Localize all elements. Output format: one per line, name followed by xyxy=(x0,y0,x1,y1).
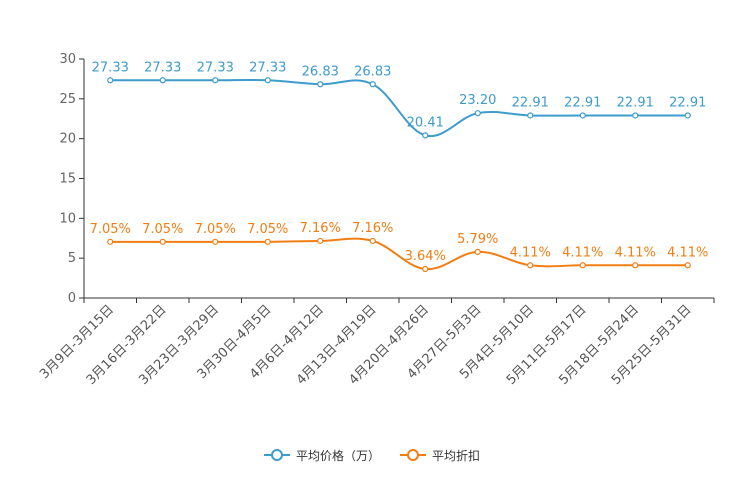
series-discount-data-label: 4.11% xyxy=(667,245,708,260)
series-price-point xyxy=(422,132,429,139)
series-discount-point xyxy=(107,238,114,245)
series-price-data-label: 22.91 xyxy=(564,95,601,110)
series-price-data-label: 27.33 xyxy=(249,60,286,75)
y-tick-label: 20 xyxy=(59,132,76,147)
series-price-data-label: 23.20 xyxy=(459,93,496,108)
series-price-data-label: 22.91 xyxy=(617,95,654,110)
series-discount-data-label: 7.05% xyxy=(90,222,131,237)
series-discount-point xyxy=(632,262,639,269)
legend-discount-ring xyxy=(407,449,419,461)
series-discount-point xyxy=(684,262,691,269)
y-tick-label: 5 xyxy=(68,251,76,266)
series-discount-point xyxy=(317,237,324,245)
series-discount-point xyxy=(212,238,219,245)
series-price-point xyxy=(212,77,219,84)
series-discount-data-label: 7.05% xyxy=(247,222,288,237)
series-discount-point xyxy=(579,262,586,269)
series-price-data-label: 22.91 xyxy=(669,95,706,110)
series-price-point xyxy=(632,112,639,119)
legend-price-marker-icon xyxy=(263,449,290,461)
series-discount-line xyxy=(110,237,688,271)
series-price-data-label: 26.83 xyxy=(302,64,339,79)
series-price-data-label: 27.33 xyxy=(197,60,234,75)
series-price-data-label: 20.41 xyxy=(407,115,444,130)
series-price-point xyxy=(527,112,534,119)
series-price-data-label: 27.33 xyxy=(92,60,129,75)
series-discount-point xyxy=(422,265,429,273)
y-tick-label: 30 xyxy=(59,52,76,67)
series-discount-point xyxy=(369,237,376,245)
series-discount-point xyxy=(159,238,166,245)
series-discount-data-label: 4.11% xyxy=(510,245,551,260)
series-price-point xyxy=(317,81,324,88)
legend-discount-label: 平均折扣 xyxy=(432,448,481,463)
series-discount-data-label: 4.11% xyxy=(615,245,656,260)
series-discount-data-label: 3.64% xyxy=(405,249,446,264)
series-price-point xyxy=(579,112,586,119)
series-price-point xyxy=(474,110,481,117)
series-price-data-label: 27.33 xyxy=(144,60,181,75)
series-discount-point xyxy=(527,262,534,269)
series-price-point xyxy=(369,81,376,88)
series-discount-data-label: 7.05% xyxy=(195,222,236,237)
series-price-data-label: 22.91 xyxy=(512,95,549,110)
legend-price-label: 平均价格（万） xyxy=(295,448,380,463)
legend-item-discount[interactable]: 平均折扣 xyxy=(400,447,480,464)
series-price-point xyxy=(159,77,166,84)
y-tick-label: 15 xyxy=(59,172,76,187)
series-price-point xyxy=(107,77,114,84)
series-discount-point xyxy=(474,248,481,255)
series-price-point xyxy=(684,112,691,119)
y-tick-label: 0 xyxy=(68,291,76,306)
series-discount-data-label: 7.05% xyxy=(142,222,183,237)
legend-item-price[interactable]: 平均价格（万） xyxy=(263,447,380,464)
series-discount-point xyxy=(264,238,271,245)
series-discount-data-label: 5.79% xyxy=(457,232,498,247)
legend: 平均价格（万） 平均折扣 xyxy=(0,446,744,464)
legend-price-ring xyxy=(270,449,283,461)
y-tick-label: 25 xyxy=(59,92,76,107)
legend-discount-marker-icon xyxy=(400,449,426,461)
series-price-point xyxy=(264,77,271,84)
series-discount-data-label: 4.11% xyxy=(562,245,603,260)
series-discount-data-label: 7.16% xyxy=(300,221,341,236)
series-price-data-label: 26.83 xyxy=(354,64,391,79)
y-tick-label: 10 xyxy=(59,211,76,226)
series-discount-data-label: 7.16% xyxy=(352,221,393,236)
